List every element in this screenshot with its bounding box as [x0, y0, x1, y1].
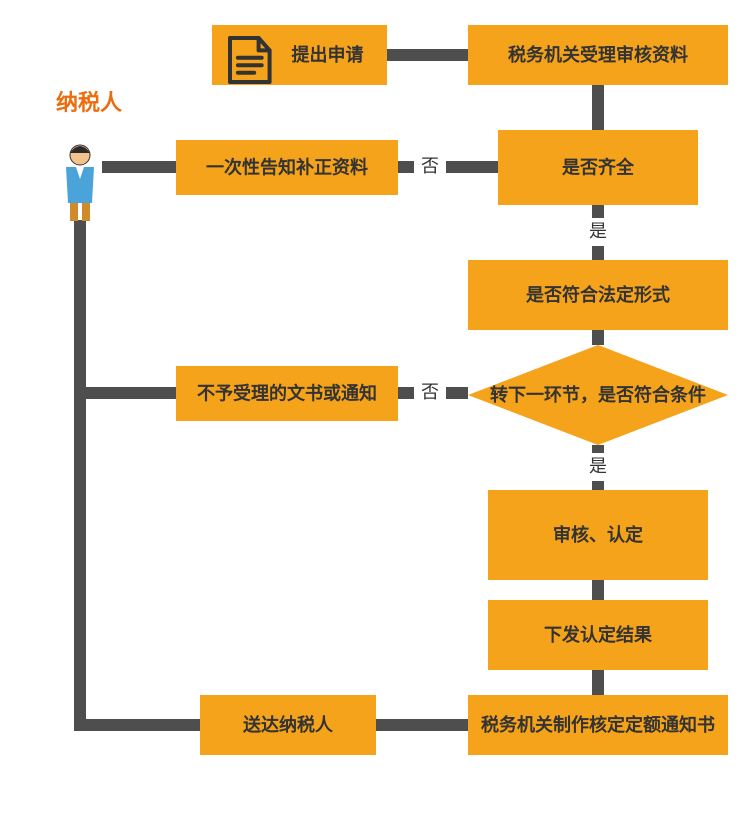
person-icon: [58, 140, 102, 221]
node-label-n2: 是否齐全: [561, 156, 635, 177]
node-n8: 下发认定结果: [488, 600, 708, 670]
node-label-n10: 送达纳税人: [242, 714, 334, 735]
node-n4: 是否符合法定形式: [468, 260, 728, 330]
edge-label-5: 否: [421, 382, 439, 402]
node-n2: 是否齐全: [498, 130, 698, 205]
node-label-n6: 不予受理的文书或通知: [197, 382, 377, 403]
edge-label-3: 是: [589, 221, 607, 241]
node-n9: 税务机关制作核定定额通知书: [468, 695, 728, 755]
edge-n10-person: [80, 245, 200, 725]
edge-label-6: 是: [589, 456, 607, 476]
node-n10: 送达纳税人: [200, 695, 376, 755]
node-n3: 一次性告知补正资料: [176, 140, 398, 195]
edge-n6-person: [80, 245, 176, 393]
node-label-n9: 税务机关制作核定定额通知书: [481, 714, 715, 735]
node-label-n3: 一次性告知补正资料: [206, 156, 368, 177]
node-label-n4: 是否符合法定形式: [525, 284, 670, 305]
header-taxpayer: 纳税人: [56, 90, 122, 115]
node-n1: 税务机关受理审核资料: [468, 25, 728, 85]
node-n0: 提出申请: [212, 25, 387, 85]
node-n5: 转下一环节，是否符合条件: [468, 345, 728, 445]
flowchart-canvas: 否是否是提出申请税务机关受理审核资料是否齐全一次性告知补正资料是否符合法定形式转…: [0, 0, 754, 819]
edge-label-2: 否: [421, 156, 439, 176]
node-n7: 审核、认定: [488, 490, 708, 580]
node-label-n1: 税务机关受理审核资料: [508, 44, 688, 65]
node-label-n7: 审核、认定: [553, 524, 643, 545]
node-label-n0: 提出申请: [292, 44, 364, 65]
node-label-n5: 转下一环节，是否符合条件: [490, 384, 706, 405]
node-label-n8: 下发认定结果: [544, 624, 653, 645]
node-n6: 不予受理的文书或通知: [176, 366, 398, 421]
